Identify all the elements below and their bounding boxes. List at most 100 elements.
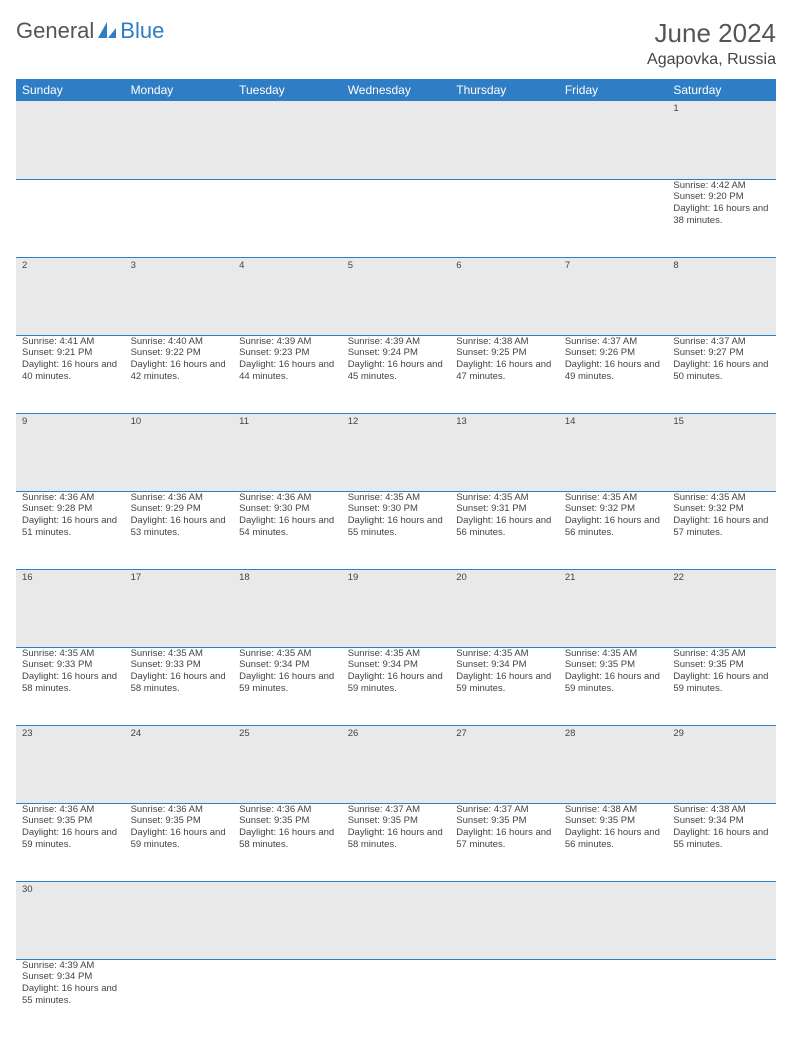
sunset-text: Sunset: 9:23 PM xyxy=(239,347,336,359)
day-cell: Sunrise: 4:37 AMSunset: 9:27 PMDaylight:… xyxy=(667,335,776,413)
day-number: 28 xyxy=(559,725,668,803)
sunrise-text: Sunrise: 4:37 AM xyxy=(456,804,553,816)
daynum-row: 9101112131415 xyxy=(16,413,776,491)
daylight-text: Daylight: 16 hours and 59 minutes. xyxy=(239,671,336,695)
weekday-header-row: SundayMondayTuesdayWednesdayThursdayFrid… xyxy=(16,79,776,101)
day-cell: Sunrise: 4:40 AMSunset: 9:22 PMDaylight:… xyxy=(125,335,234,413)
sunset-text: Sunset: 9:35 PM xyxy=(456,815,553,827)
daylight-text: Daylight: 16 hours and 55 minutes. xyxy=(348,515,445,539)
sunset-text: Sunset: 9:32 PM xyxy=(673,503,770,515)
sunset-text: Sunset: 9:35 PM xyxy=(565,659,662,671)
day-cell: Sunrise: 4:38 AMSunset: 9:25 PMDaylight:… xyxy=(450,335,559,413)
day-cell: Sunrise: 4:38 AMSunset: 9:35 PMDaylight:… xyxy=(559,803,668,881)
empty-cell xyxy=(16,101,125,179)
sunrise-text: Sunrise: 4:39 AM xyxy=(239,336,336,348)
day-number: 6 xyxy=(450,257,559,335)
sunset-text: Sunset: 9:31 PM xyxy=(456,503,553,515)
daylight-text: Daylight: 16 hours and 59 minutes. xyxy=(131,827,228,851)
day-number: 17 xyxy=(125,569,234,647)
weekday-header: Friday xyxy=(559,79,668,101)
sunset-text: Sunset: 9:32 PM xyxy=(565,503,662,515)
data-row: Sunrise: 4:42 AMSunset: 9:20 PMDaylight:… xyxy=(16,179,776,257)
sunrise-text: Sunrise: 4:42 AM xyxy=(673,180,770,192)
empty-cell xyxy=(16,179,125,257)
day-cell: Sunrise: 4:37 AMSunset: 9:26 PMDaylight:… xyxy=(559,335,668,413)
empty-cell xyxy=(667,959,776,1037)
daylight-text: Daylight: 16 hours and 44 minutes. xyxy=(239,359,336,383)
daylight-text: Daylight: 16 hours and 49 minutes. xyxy=(565,359,662,383)
day-number: 13 xyxy=(450,413,559,491)
empty-cell xyxy=(125,959,234,1037)
daylight-text: Daylight: 16 hours and 51 minutes. xyxy=(22,515,119,539)
daylight-text: Daylight: 16 hours and 54 minutes. xyxy=(239,515,336,539)
day-number: 20 xyxy=(450,569,559,647)
day-number: 10 xyxy=(125,413,234,491)
sunrise-text: Sunrise: 4:36 AM xyxy=(22,804,119,816)
day-cell: Sunrise: 4:35 AMSunset: 9:32 PMDaylight:… xyxy=(667,491,776,569)
sunrise-text: Sunrise: 4:35 AM xyxy=(239,648,336,660)
sunrise-text: Sunrise: 4:36 AM xyxy=(131,804,228,816)
day-cell: Sunrise: 4:35 AMSunset: 9:34 PMDaylight:… xyxy=(233,647,342,725)
day-cell: Sunrise: 4:36 AMSunset: 9:35 PMDaylight:… xyxy=(233,803,342,881)
sunset-text: Sunset: 9:35 PM xyxy=(565,815,662,827)
sunrise-text: Sunrise: 4:36 AM xyxy=(239,492,336,504)
sunset-text: Sunset: 9:28 PM xyxy=(22,503,119,515)
empty-cell xyxy=(450,959,559,1037)
day-cell: Sunrise: 4:36 AMSunset: 9:35 PMDaylight:… xyxy=(125,803,234,881)
sunset-text: Sunset: 9:34 PM xyxy=(239,659,336,671)
daylight-text: Daylight: 16 hours and 50 minutes. xyxy=(673,359,770,383)
sunrise-text: Sunrise: 4:37 AM xyxy=(565,336,662,348)
daylight-text: Daylight: 16 hours and 57 minutes. xyxy=(456,827,553,851)
sunrise-text: Sunrise: 4:41 AM xyxy=(22,336,119,348)
sunrise-text: Sunrise: 4:35 AM xyxy=(673,648,770,660)
sunrise-text: Sunrise: 4:37 AM xyxy=(348,804,445,816)
day-number: 5 xyxy=(342,257,451,335)
title-block: June 2024 Agapovka, Russia xyxy=(647,18,776,69)
day-cell: Sunrise: 4:35 AMSunset: 9:34 PMDaylight:… xyxy=(450,647,559,725)
day-cell: Sunrise: 4:36 AMSunset: 9:30 PMDaylight:… xyxy=(233,491,342,569)
day-cell: Sunrise: 4:35 AMSunset: 9:33 PMDaylight:… xyxy=(16,647,125,725)
weekday-header: Monday xyxy=(125,79,234,101)
sunrise-text: Sunrise: 4:37 AM xyxy=(673,336,770,348)
empty-cell xyxy=(342,959,451,1037)
empty-cell xyxy=(450,881,559,959)
daylight-text: Daylight: 16 hours and 38 minutes. xyxy=(673,203,770,227)
sunrise-text: Sunrise: 4:39 AM xyxy=(22,960,119,972)
daylight-text: Daylight: 16 hours and 53 minutes. xyxy=(131,515,228,539)
logo-text-blue: Blue xyxy=(120,18,164,44)
day-number: 12 xyxy=(342,413,451,491)
daylight-text: Daylight: 16 hours and 45 minutes. xyxy=(348,359,445,383)
day-cell: Sunrise: 4:36 AMSunset: 9:28 PMDaylight:… xyxy=(16,491,125,569)
day-cell: Sunrise: 4:35 AMSunset: 9:33 PMDaylight:… xyxy=(125,647,234,725)
sunset-text: Sunset: 9:35 PM xyxy=(673,659,770,671)
day-cell: Sunrise: 4:38 AMSunset: 9:34 PMDaylight:… xyxy=(667,803,776,881)
day-number: 9 xyxy=(16,413,125,491)
day-number: 26 xyxy=(342,725,451,803)
day-cell: Sunrise: 4:39 AMSunset: 9:34 PMDaylight:… xyxy=(16,959,125,1037)
location: Agapovka, Russia xyxy=(647,51,776,69)
day-cell: Sunrise: 4:36 AMSunset: 9:29 PMDaylight:… xyxy=(125,491,234,569)
sunset-text: Sunset: 9:22 PM xyxy=(131,347,228,359)
sunrise-text: Sunrise: 4:36 AM xyxy=(22,492,119,504)
sunset-text: Sunset: 9:35 PM xyxy=(239,815,336,827)
day-number: 16 xyxy=(16,569,125,647)
empty-cell xyxy=(342,101,451,179)
day-cell: Sunrise: 4:41 AMSunset: 9:21 PMDaylight:… xyxy=(16,335,125,413)
daylight-text: Daylight: 16 hours and 58 minutes. xyxy=(22,671,119,695)
sunrise-text: Sunrise: 4:35 AM xyxy=(348,648,445,660)
data-row: Sunrise: 4:35 AMSunset: 9:33 PMDaylight:… xyxy=(16,647,776,725)
daylight-text: Daylight: 16 hours and 56 minutes. xyxy=(565,827,662,851)
sunset-text: Sunset: 9:34 PM xyxy=(456,659,553,671)
day-cell: Sunrise: 4:39 AMSunset: 9:23 PMDaylight:… xyxy=(233,335,342,413)
empty-cell xyxy=(233,959,342,1037)
day-cell: Sunrise: 4:35 AMSunset: 9:30 PMDaylight:… xyxy=(342,491,451,569)
day-number: 1 xyxy=(667,101,776,179)
sunrise-text: Sunrise: 4:35 AM xyxy=(348,492,445,504)
sunset-text: Sunset: 9:34 PM xyxy=(348,659,445,671)
day-cell: Sunrise: 4:39 AMSunset: 9:24 PMDaylight:… xyxy=(342,335,451,413)
day-number: 27 xyxy=(450,725,559,803)
day-number: 21 xyxy=(559,569,668,647)
daylight-text: Daylight: 16 hours and 59 minutes. xyxy=(348,671,445,695)
sunset-text: Sunset: 9:35 PM xyxy=(348,815,445,827)
weekday-header: Saturday xyxy=(667,79,776,101)
